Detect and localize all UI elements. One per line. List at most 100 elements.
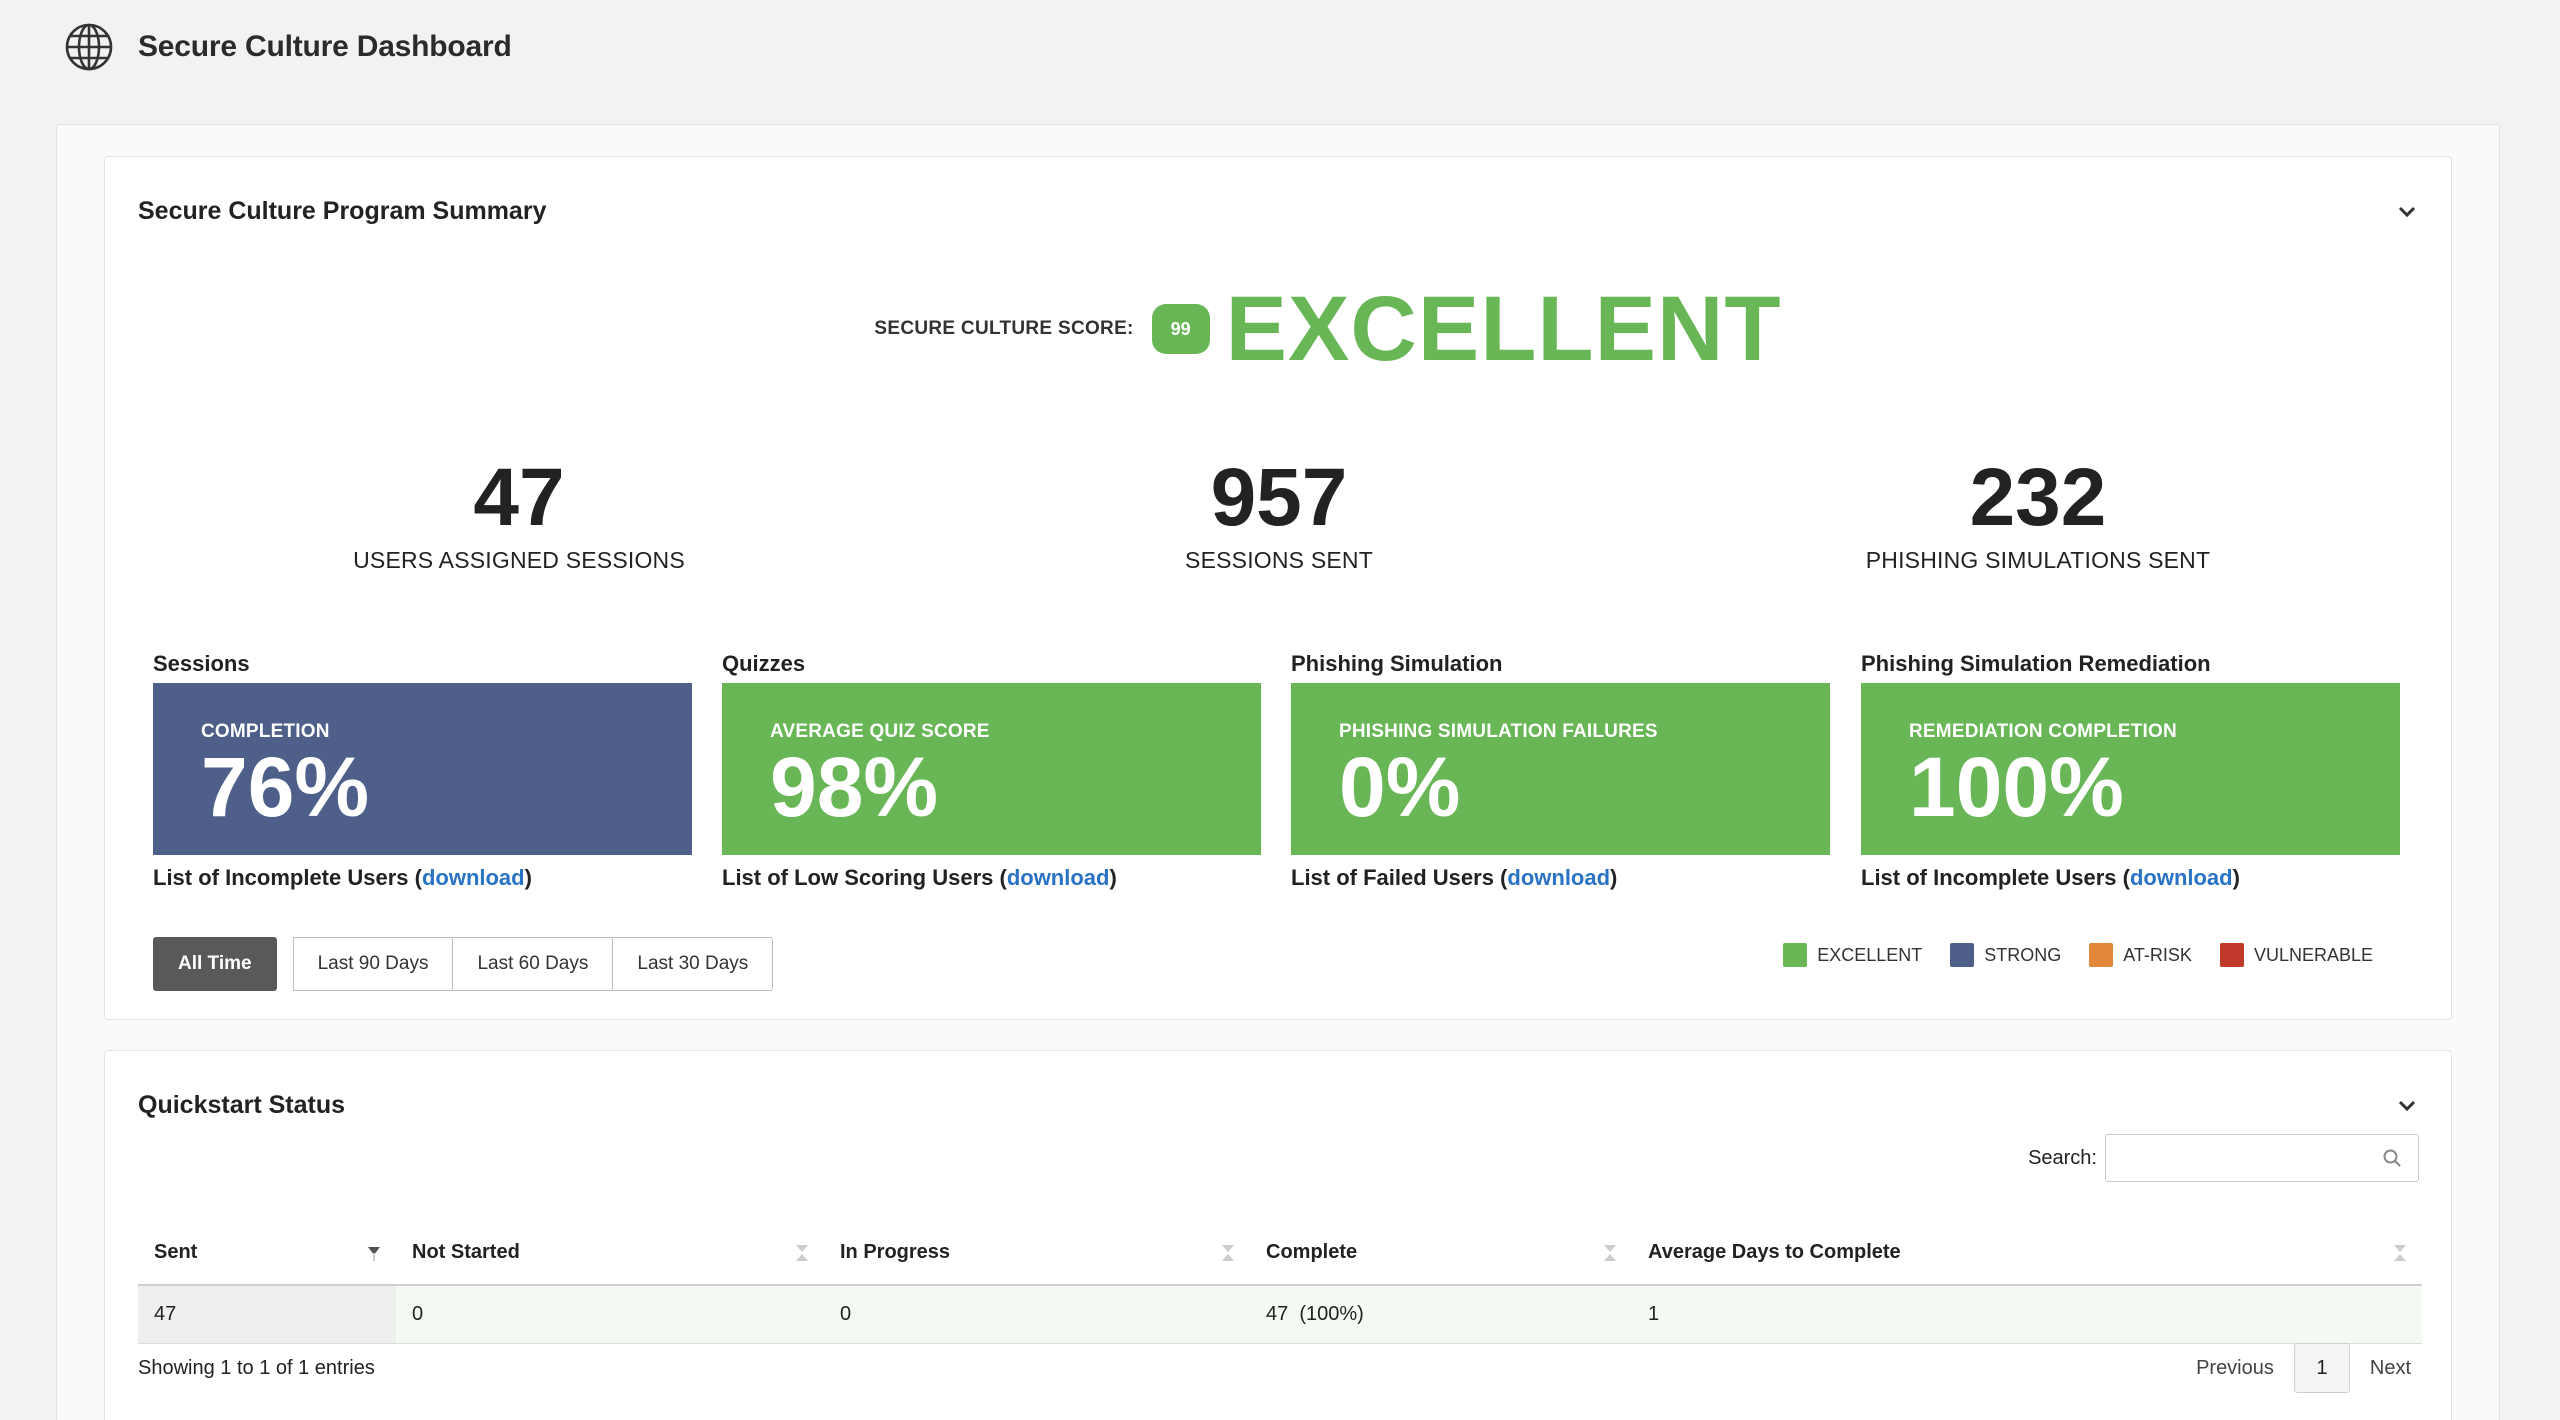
sort-icon [796,1245,808,1261]
column-header-label: Average Days to Complete [1648,1241,1901,1263]
metric-link-row: List of Low Scoring Users (download) [722,865,1261,891]
metric-title: Phishing Simulation Remediation [1861,651,2211,676]
download-link[interactable]: download [2129,865,2233,890]
stat-label: USERS ASSIGNED SESSIONS [353,547,685,573]
quickstart-title: Quickstart Status [138,1091,346,1119]
metric-value: 98% [770,740,939,834]
download-link[interactable]: download [421,865,525,890]
score-label: SECURE CULTURE SCORE: [874,318,1134,339]
metric-link-text: List of Incomplete Users ( [1861,865,2130,890]
app-title: Secure Culture Dashboard [138,30,512,63]
column-header-label: In Progress [840,1241,951,1263]
sort-desc-icon [368,1247,380,1261]
search-wrap: Search: [2028,1134,2419,1182]
score-rating: EXCELLENT [1225,278,1782,380]
legend-label: EXCELLENT [1817,944,1923,965]
table-info: Showing 1 to 1 of 1 entries [138,1357,375,1379]
download-link[interactable]: download [1507,865,1611,890]
page-1-button[interactable]: 1 [2293,1343,2350,1393]
stat-value: 957 [1210,452,1348,543]
range-all-time-button[interactable]: All Time [153,937,277,991]
globe-icon [65,23,113,71]
metric-box: PHISHING SIMULATION FAILURES 0% [1291,683,1830,855]
metric-quizzes: Quizzes AVERAGE QUIZ SCORE 98% List of L… [722,651,1261,891]
metric-box: AVERAGE QUIZ SCORE 98% [722,683,1261,855]
metric-link-close: ) [1109,865,1117,890]
stat-value: 232 [1969,452,2107,543]
column-header-complete[interactable]: Complete [1250,1221,1632,1286]
previous-page-button[interactable]: Previous [2196,1356,2274,1379]
search-icon [2383,1149,2401,1167]
metric-sessions: Sessions COMPLETION 76% List of Incomple… [153,651,692,891]
metric-caption: AVERAGE QUIZ SCORE [770,721,990,742]
download-link[interactable]: download [1006,865,1110,890]
collapse-chevron-icon[interactable] [2397,1099,2417,1113]
program-summary-title: Secure Culture Program Summary [138,197,547,225]
metric-phishing: Phishing Simulation PHISHING SIMULATION … [1291,651,1830,891]
column-header-label: Sent [154,1241,198,1263]
range-90-days-button[interactable]: Last 90 Days [292,937,454,991]
stat-phishing-sent: 232 PHISHING SIMULATIONS SENT [1738,457,2338,574]
table-header-row: Sent Not Started In Progress Complete Av… [138,1221,2422,1286]
legend-item-excellent: EXCELLENT [1783,943,1922,967]
sort-icon [1222,1245,1234,1261]
metric-box: REMEDIATION COMPLETION 100% [1861,683,2400,855]
legend-swatch [1783,943,1808,967]
metric-link-text: List of Low Scoring Users ( [722,865,1007,890]
metric-remediation: Phishing Simulation Remediation REMEDIAT… [1861,651,2400,891]
range-60-days-button[interactable]: Last 60 Days [453,937,614,991]
metric-link-close: ) [524,865,532,890]
score-row: SECURE CULTURE SCORE: 99 EXCELLENT [105,283,2451,375]
stat-label: PHISHING SIMULATIONS SENT [1865,547,2211,573]
program-summary-card: Secure Culture Program Summary SECURE CU… [104,156,2452,1020]
column-header-label: Complete [1266,1241,1358,1263]
column-header-avg-days[interactable]: Average Days to Complete [1632,1221,2422,1286]
sort-icon [1604,1245,1616,1261]
stat-label: SESSIONS SENT [1185,547,1373,573]
table-cell: 1 [1632,1285,2422,1344]
collapse-chevron-icon[interactable] [2397,205,2417,219]
metric-value: 76% [201,740,370,834]
search-box [2105,1134,2419,1182]
legend-item-at-risk: AT-RISK [2089,943,2192,967]
search-input[interactable] [2106,1135,2366,1181]
metric-link-close: ) [1610,865,1618,890]
metric-caption: REMEDIATION COMPLETION [1909,721,2177,742]
quickstart-table: Sent Not Started In Progress Complete Av… [138,1221,2422,1344]
metric-link-row: List of Incomplete Users (download) [153,865,692,891]
metric-link-text: List of Failed Users ( [1291,865,1508,890]
metric-link-row: List of Incomplete Users (download) [1861,865,2400,891]
column-header-not-started[interactable]: Not Started [396,1221,824,1286]
app-header: Secure Culture Dashboard [64,22,512,72]
quickstart-card: Quickstart Status Search: Sent Not Start… [104,1050,2452,1420]
metric-value: 0% [1339,740,1461,834]
metric-title: Sessions [153,651,250,676]
legend-label: VULNERABLE [2253,944,2373,965]
column-header-sent[interactable]: Sent [138,1221,396,1286]
metric-link-close: ) [2232,865,2240,890]
table-row: 47 0 0 47 (100%) 1 [138,1285,2422,1344]
date-range-group: All Time Last 90 Days Last 60 Days Last … [153,937,774,991]
next-page-button[interactable]: Next [2369,1356,2411,1379]
legend-swatch [2219,943,2244,967]
legend-label: STRONG [1984,944,2062,965]
sort-icon [2394,1245,2406,1261]
metric-caption: COMPLETION [201,721,330,742]
stat-users-assigned: 47 USERS ASSIGNED SESSIONS [219,457,819,574]
search-label: Search: [2028,1146,2097,1169]
metric-value: 100% [1909,740,2124,834]
legend-label: AT-RISK [2123,944,2192,965]
range-30-days-button[interactable]: Last 30 Days [613,937,774,991]
legend: EXCELLENT STRONG AT-RISK VULNERABLE [1783,943,2373,967]
column-header-in-progress[interactable]: In Progress [824,1221,1250,1286]
stat-sessions-sent: 957 SESSIONS SENT [979,457,1579,574]
score-badge: 99 [1151,304,1210,354]
legend-swatch [2089,943,2114,967]
column-header-label: Not Started [412,1241,520,1263]
legend-swatch [1950,943,1975,967]
legend-item-vulnerable: VULNERABLE [2219,943,2373,967]
metric-link-row: List of Failed Users (download) [1291,865,1830,891]
pagination: Previous 1 Next [2176,1343,2431,1393]
metric-title: Phishing Simulation [1291,651,1503,676]
table-cell: 0 [396,1285,824,1344]
